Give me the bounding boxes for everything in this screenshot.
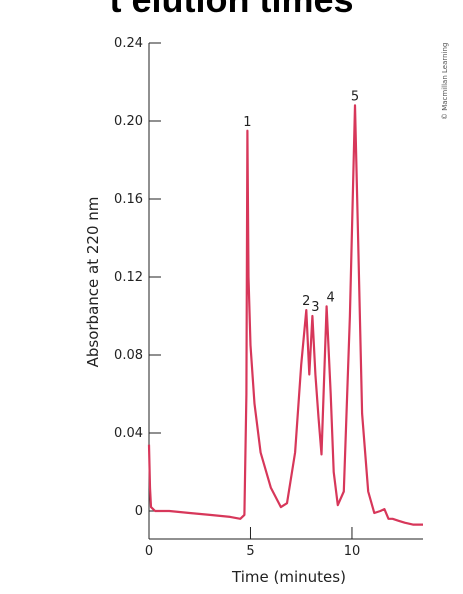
y-tick-label: 0.04 <box>114 426 143 441</box>
y-tick-label: 0.08 <box>114 348 143 363</box>
y-tick-label: 0.24 <box>114 36 143 51</box>
peak-label: 4 <box>327 290 335 305</box>
peak-label: 1 <box>243 115 251 130</box>
x-tick-label: 0 <box>145 544 153 559</box>
y-tick-label: 0.16 <box>114 192 143 207</box>
ticks-group: 0 0.04 0.08 0.12 0.16 0.20 0.24 0 5 10 <box>114 36 360 559</box>
slide-title: t elution times <box>0 0 463 22</box>
peak-label: 3 <box>311 300 319 315</box>
peak-label: 5 <box>351 89 359 104</box>
peak-labels-group: 1 2 34 5 <box>243 89 359 315</box>
y-tick-label: 0 <box>135 504 143 519</box>
y-axis-label: Absorbance at 220 nm <box>84 197 102 368</box>
x-tick-label: 10 <box>344 544 361 559</box>
axes-group <box>148 43 423 540</box>
absorbance-trace <box>147 104 423 526</box>
x-tick-label: 5 <box>246 544 254 559</box>
y-tick-label: 0.12 <box>114 270 143 285</box>
peak-label: 2 <box>302 294 310 309</box>
x-axis-label: Time (minutes) <box>231 568 346 586</box>
y-tick-label: 0.20 <box>114 114 143 129</box>
